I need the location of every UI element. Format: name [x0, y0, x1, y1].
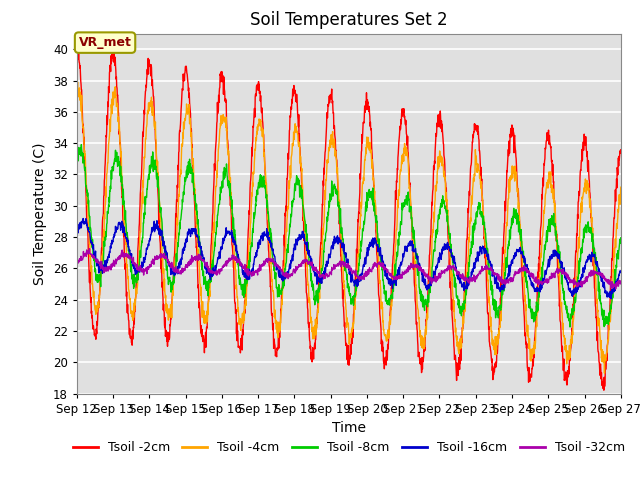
- Tsoil -2cm: [445, 237, 452, 243]
- Tsoil -32cm: [86, 246, 93, 252]
- Tsoil -16cm: [276, 273, 284, 278]
- Tsoil -32cm: [73, 261, 81, 267]
- Tsoil -2cm: [276, 312, 284, 318]
- Tsoil -8cm: [566, 324, 574, 330]
- Tsoil -32cm: [612, 286, 620, 292]
- Tsoil -4cm: [295, 139, 303, 145]
- Tsoil -8cm: [189, 176, 197, 181]
- Line: Tsoil -4cm: Tsoil -4cm: [77, 82, 621, 373]
- Tsoil -8cm: [77, 142, 85, 147]
- Tsoil -2cm: [298, 185, 306, 191]
- Tsoil -16cm: [617, 270, 625, 276]
- Tsoil -8cm: [73, 157, 81, 163]
- Line: Tsoil -8cm: Tsoil -8cm: [77, 144, 621, 327]
- Tsoil -4cm: [276, 320, 284, 326]
- Tsoil -8cm: [617, 235, 625, 240]
- Legend: Tsoil -2cm, Tsoil -4cm, Tsoil -8cm, Tsoil -16cm, Tsoil -32cm: Tsoil -2cm, Tsoil -4cm, Tsoil -8cm, Tsoi…: [68, 436, 630, 459]
- Tsoil -2cm: [189, 178, 197, 184]
- Tsoil -2cm: [295, 139, 303, 144]
- Tsoil -4cm: [73, 85, 81, 91]
- Tsoil -16cm: [295, 237, 303, 242]
- Tsoil -8cm: [276, 288, 284, 293]
- Tsoil -4cm: [445, 222, 452, 228]
- Text: VR_met: VR_met: [79, 36, 131, 49]
- Tsoil -32cm: [445, 264, 452, 269]
- Tsoil -4cm: [189, 156, 197, 162]
- Tsoil -4cm: [74, 79, 81, 85]
- Tsoil -16cm: [189, 228, 197, 234]
- Tsoil -16cm: [445, 245, 452, 251]
- Y-axis label: Soil Temperature (C): Soil Temperature (C): [33, 143, 47, 285]
- Tsoil -4cm: [617, 184, 625, 190]
- Line: Tsoil -32cm: Tsoil -32cm: [77, 249, 621, 289]
- Tsoil -4cm: [600, 371, 608, 376]
- Tsoil -2cm: [600, 387, 608, 393]
- Tsoil -32cm: [298, 259, 306, 265]
- Tsoil -16cm: [79, 216, 87, 221]
- Tsoil -8cm: [295, 177, 303, 183]
- Tsoil -32cm: [104, 268, 112, 274]
- Tsoil -32cm: [617, 278, 625, 284]
- Tsoil -32cm: [295, 264, 303, 269]
- Tsoil -8cm: [104, 208, 112, 214]
- Tsoil -16cm: [298, 233, 306, 239]
- Tsoil -4cm: [104, 149, 112, 155]
- Tsoil -2cm: [74, 38, 81, 44]
- Tsoil -2cm: [73, 38, 81, 44]
- Tsoil -8cm: [445, 224, 452, 230]
- Line: Tsoil -16cm: Tsoil -16cm: [77, 218, 621, 299]
- Tsoil -2cm: [104, 104, 112, 109]
- X-axis label: Time: Time: [332, 421, 366, 435]
- Tsoil -2cm: [617, 147, 625, 153]
- Tsoil -16cm: [73, 232, 81, 238]
- Tsoil -32cm: [189, 258, 197, 264]
- Tsoil -16cm: [104, 253, 112, 259]
- Tsoil -8cm: [298, 187, 306, 192]
- Tsoil -32cm: [276, 266, 284, 272]
- Line: Tsoil -2cm: Tsoil -2cm: [77, 41, 621, 390]
- Tsoil -16cm: [607, 296, 615, 301]
- Title: Soil Temperatures Set 2: Soil Temperatures Set 2: [250, 11, 447, 29]
- Tsoil -4cm: [298, 166, 306, 171]
